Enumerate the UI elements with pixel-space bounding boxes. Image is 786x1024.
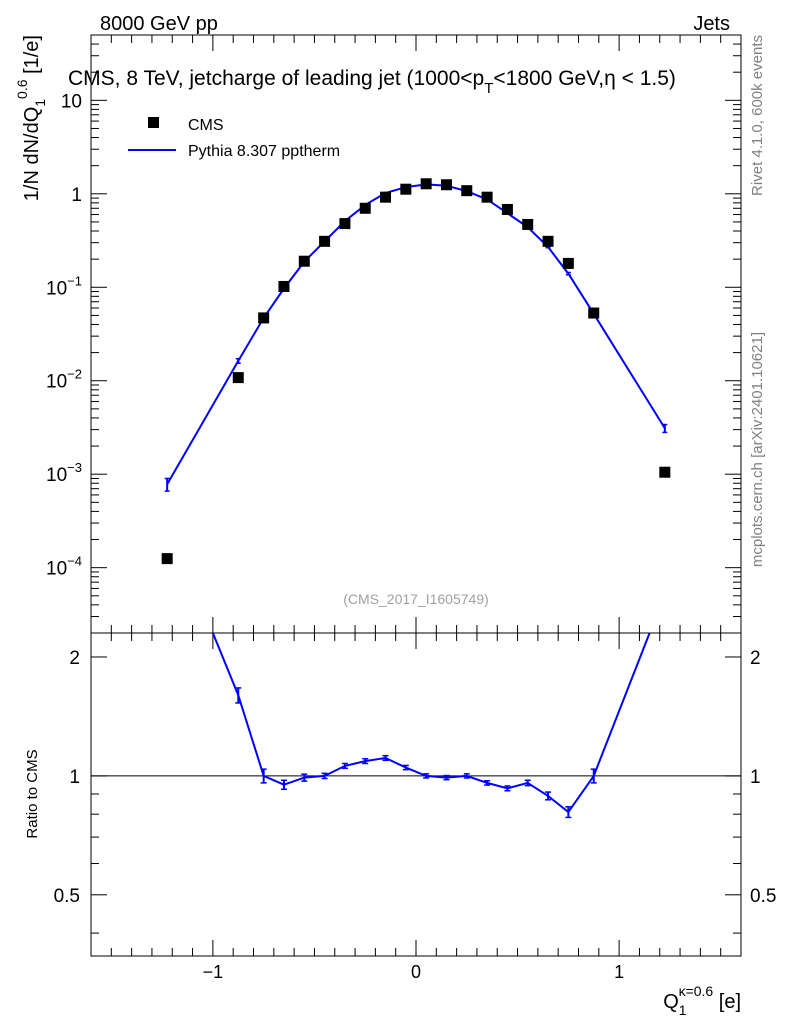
ratio-plot-area <box>91 633 741 819</box>
cms-data-point <box>161 553 173 565</box>
upper-plot-area <box>161 178 671 565</box>
header-left: 8000 GeV pp <box>100 13 218 35</box>
cms-data-point <box>481 191 493 203</box>
cms-data-point <box>359 202 371 214</box>
ratio-y-tick-label-right: 1 <box>750 767 761 788</box>
cms-data-point <box>278 280 290 292</box>
ratio-y-tick-label-right: 2 <box>750 648 761 669</box>
x-tick-label: 1 <box>614 962 624 982</box>
cms-data-point <box>258 312 270 324</box>
cms-data-point <box>522 218 534 230</box>
y-tick-label: 10−4 <box>46 554 82 580</box>
cms-data-point <box>298 255 310 267</box>
ratio-series-line <box>211 633 651 814</box>
y-axis-label-lower: Ratio to CMS <box>24 749 41 838</box>
cms-data-point <box>380 191 392 203</box>
y-tick-label: 1 <box>71 185 82 206</box>
y-tick-label: 10−2 <box>46 367 82 393</box>
y-tick-label: 10−1 <box>46 273 82 299</box>
y-tick-label: 10−3 <box>46 460 82 486</box>
header-right: Jets <box>693 13 730 35</box>
x-tick-label: 0 <box>411 962 421 982</box>
cms-data-point <box>562 257 574 269</box>
y-tick-label: 10 <box>61 91 82 112</box>
cms-data-point <box>440 179 452 191</box>
pythia-series-line <box>166 183 666 485</box>
ratio-y-tick-label-left: 1 <box>69 767 80 788</box>
ratio-y-tick-label-right: 0.5 <box>750 886 776 907</box>
ratio-y-tick-label-left: 2 <box>69 648 80 669</box>
lower-panel-frame <box>90 632 742 957</box>
cms-data-point <box>319 235 331 247</box>
cms-data-point <box>232 372 244 384</box>
legend-pythia-label: Pythia 8.307 pptherm <box>188 143 340 160</box>
cms-data-point <box>501 203 513 215</box>
cms-data-point <box>461 185 473 197</box>
cms-data-point <box>420 178 432 190</box>
cms-data-point <box>659 466 671 478</box>
cms-data-point <box>400 183 412 195</box>
cms-data-point <box>339 218 351 230</box>
x-tick-label: −1 <box>203 962 224 982</box>
x-axis-label: Q1κ=0.6 [e] <box>663 983 741 1018</box>
ratio-y-tick-label-left: 0.5 <box>54 886 80 907</box>
y-axis-label-upper: 1/N dN/dQ10.6 [1/e] <box>14 35 48 201</box>
axis-ticks: −1 0 1 10−4 10−3 10−2 10−1 1 10 0.5 0.5 1 1 2 2 <box>46 34 776 982</box>
analysis-watermark: (CMS_2017_I1605749) <box>343 591 489 607</box>
legend-cms-marker <box>148 117 159 128</box>
rivet-version-label: Rivet 4.1.0, 600k events <box>749 35 766 196</box>
mcplots-url-label: mcplots.cern.ch [arXiv:2401.10621] <box>749 332 766 567</box>
cms-data-point <box>542 235 554 247</box>
legend-cms-label: CMS <box>188 117 224 134</box>
plot-title: CMS, 8 TeV, jetcharge of leading jet (10… <box>68 67 676 97</box>
cms-data-point <box>588 307 600 319</box>
